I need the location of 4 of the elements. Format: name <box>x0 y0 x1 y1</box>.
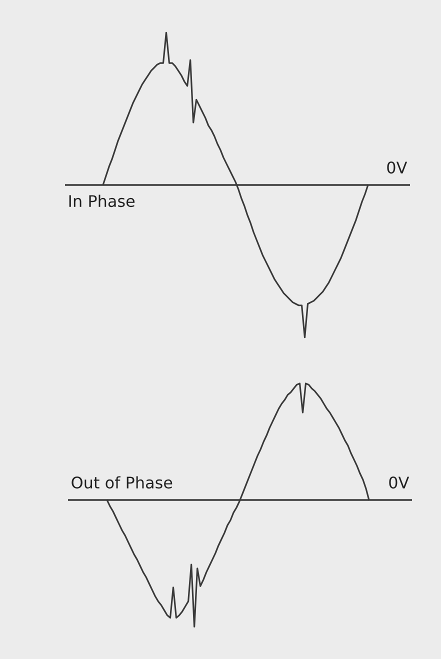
annotation: Out of Phase <box>72 476 172 489</box>
annotation: In Phase <box>69 194 135 208</box>
ref-line-label: 0V <box>389 476 410 489</box>
ref-line-label: 0V <box>387 161 408 174</box>
